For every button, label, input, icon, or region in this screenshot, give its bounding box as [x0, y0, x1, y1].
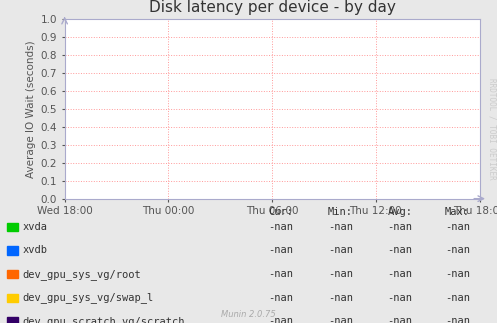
Text: -nan: -nan: [268, 269, 293, 279]
Text: -nan: -nan: [445, 316, 470, 323]
Text: -nan: -nan: [388, 222, 413, 232]
Text: -nan: -nan: [328, 293, 353, 303]
Text: xvdb: xvdb: [22, 245, 47, 255]
Text: -nan: -nan: [445, 222, 470, 232]
Text: Min:: Min:: [328, 207, 353, 216]
Text: -nan: -nan: [268, 222, 293, 232]
Text: -nan: -nan: [388, 316, 413, 323]
Text: Avg:: Avg:: [388, 207, 413, 216]
Text: -nan: -nan: [445, 293, 470, 303]
Text: -nan: -nan: [445, 269, 470, 279]
Text: -nan: -nan: [268, 316, 293, 323]
Text: RRDTOOL / TOBI OETIKER: RRDTOOL / TOBI OETIKER: [487, 78, 496, 180]
Title: Disk latency per device - by day: Disk latency per device - by day: [149, 0, 396, 16]
Text: xvda: xvda: [22, 222, 47, 232]
Text: -nan: -nan: [328, 222, 353, 232]
Text: -nan: -nan: [268, 293, 293, 303]
Text: -nan: -nan: [445, 245, 470, 255]
Text: -nan: -nan: [268, 245, 293, 255]
Y-axis label: Average IO Wait (seconds): Average IO Wait (seconds): [26, 40, 36, 178]
Text: dev_gpu_sys_vg/swap_l: dev_gpu_sys_vg/swap_l: [22, 292, 154, 303]
Text: -nan: -nan: [388, 245, 413, 255]
Text: dev_gpu_scratch_vg/scratch: dev_gpu_scratch_vg/scratch: [22, 316, 185, 323]
Text: Max:: Max:: [445, 207, 470, 216]
Text: -nan: -nan: [328, 245, 353, 255]
Text: -nan: -nan: [328, 269, 353, 279]
Text: -nan: -nan: [388, 293, 413, 303]
Text: Munin 2.0.75: Munin 2.0.75: [221, 310, 276, 319]
Text: -nan: -nan: [328, 316, 353, 323]
Text: dev_gpu_sys_vg/root: dev_gpu_sys_vg/root: [22, 269, 141, 279]
Text: Cur:: Cur:: [268, 207, 293, 216]
Text: -nan: -nan: [388, 269, 413, 279]
